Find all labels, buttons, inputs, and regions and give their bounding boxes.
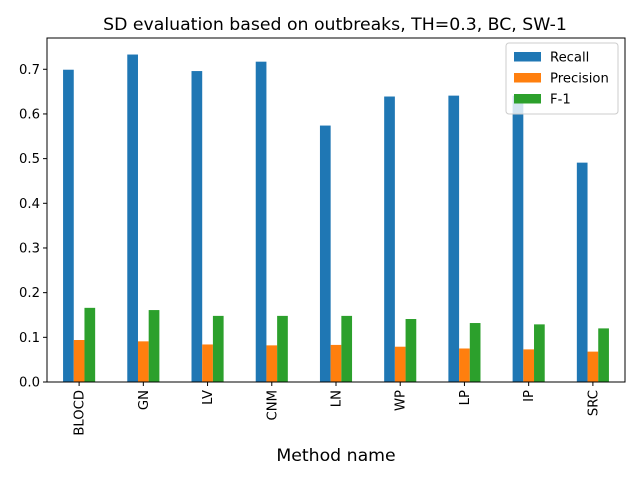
x-tick-label: CNM [265, 390, 280, 420]
bars-group [63, 54, 609, 383]
bar-recall-cnm [255, 61, 267, 383]
bar-recall-lp [448, 95, 460, 382]
x-tick-label: LN [330, 390, 345, 407]
bar-precision-ln [330, 344, 342, 382]
bar-f-1-wp [405, 319, 417, 382]
y-tick-label: 0.2 [19, 286, 40, 301]
bar-recall-wp [384, 96, 395, 383]
bar-f-1-blocd [84, 307, 96, 382]
x-axis: BLOCD GN LV CNM LN WP LP IP SRC [73, 382, 601, 436]
bar-precision-blocd [73, 340, 85, 382]
bar-recall-blocd [63, 69, 74, 382]
plot-frame [46, 37, 626, 383]
legend-swatch-recall [514, 52, 541, 62]
y-tick-label: 0.1 [19, 331, 40, 346]
y-tick-label: 0.0 [19, 376, 40, 391]
bar-recall-ip [512, 95, 524, 382]
y-tick-label: 0.3 [19, 241, 40, 256]
bar-precision-src [587, 351, 599, 382]
bar-precision-lv [202, 344, 213, 382]
y-axis: 0.0 0.1 0.2 0.3 0.4 0.5 0.6 0.7 [19, 63, 47, 391]
bar-precision-lp [459, 348, 470, 382]
y-tick-label: 0.6 [19, 107, 40, 122]
x-axis-label: Method name [276, 446, 395, 466]
bar-precision-wp [394, 346, 406, 382]
bar-f-1-gn [148, 310, 160, 382]
y-tick-label: 0.4 [19, 197, 40, 212]
x-tick-label: LP [458, 390, 473, 405]
y-tick-label: 0.7 [19, 63, 40, 78]
bar-recall-lv [191, 71, 203, 382]
legend-swatch-precision [514, 73, 541, 83]
legend-label-f-1: F-1 [550, 93, 571, 108]
x-tick-label: SRC [586, 390, 601, 416]
bar-precision-cnm [266, 345, 278, 382]
legend-swatch-f-1 [514, 94, 541, 104]
bar-precision-ip [523, 349, 535, 382]
bar-recall-gn [127, 54, 138, 382]
legend-label-recall: Recall [550, 51, 589, 66]
bar-f-1-lv [212, 315, 224, 382]
bar-recall-src [576, 162, 588, 382]
x-tick-label: WP [394, 390, 409, 411]
legend-label-precision: Precision [550, 72, 609, 87]
x-tick-label: BLOCD [73, 390, 88, 436]
bar-f-1-ip [534, 324, 545, 382]
bar-f-1-lp [469, 323, 481, 382]
x-tick-label: LV [201, 390, 216, 405]
bar-recall-ln [319, 125, 331, 382]
x-tick-label: IP [522, 390, 537, 402]
legend: Recall Precision F-1 [505, 42, 619, 115]
chart-title: SD evaluation based on outbreaks, TH=0.3… [103, 15, 567, 35]
bar-precision-gn [137, 341, 149, 382]
y-tick-label: 0.5 [19, 152, 40, 167]
bar-f-1-src [598, 328, 609, 382]
bar-f-1-cnm [277, 315, 288, 382]
x-tick-label: GN [137, 390, 152, 410]
bar-f-1-ln [341, 315, 353, 382]
